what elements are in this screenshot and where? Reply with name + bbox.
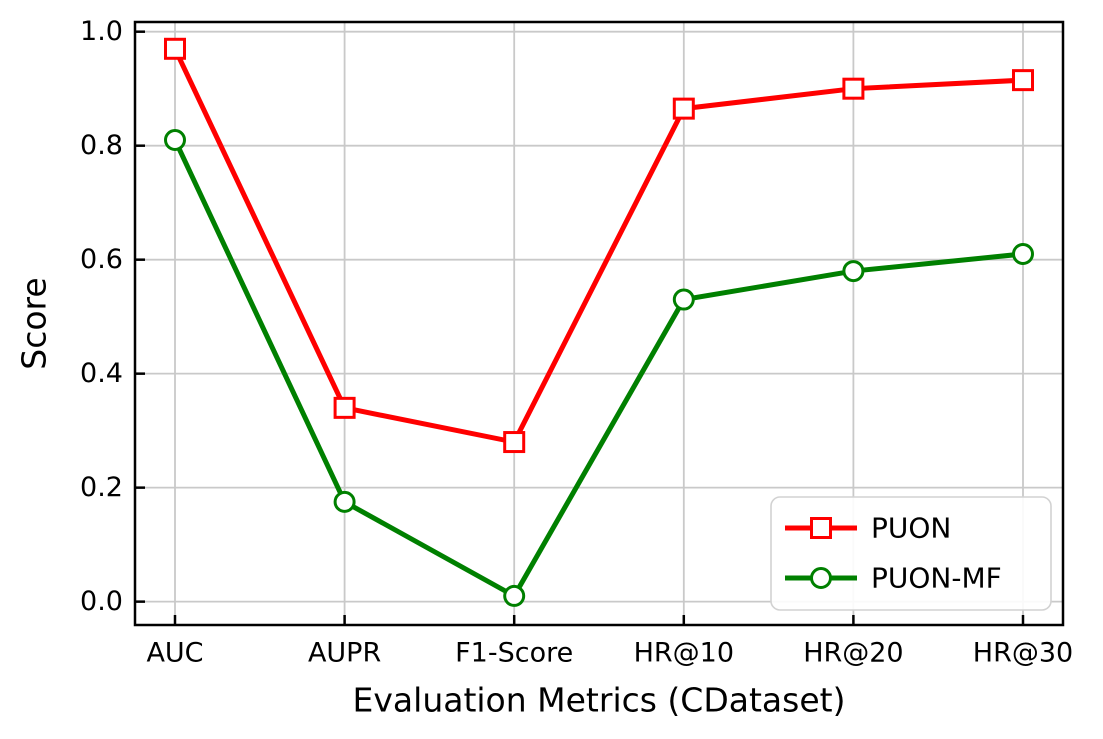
x-tick-label: F1-Score: [455, 638, 573, 669]
series-marker-puon-mf: [333, 490, 356, 513]
series-marker-puon-mf: [503, 584, 526, 607]
x-tick-label: AUC: [146, 638, 203, 669]
y-tick-label: 1.0: [80, 16, 123, 47]
series-marker-puon: [333, 396, 356, 419]
y-tick-label: 0.0: [80, 586, 123, 617]
series-marker-puon-mf: [164, 128, 186, 151]
legend-label: PUON: [871, 512, 951, 545]
legend-marker-circle: [810, 567, 832, 589]
series-marker-puon: [842, 77, 865, 100]
x-axis-label: Evaluation Metrics (CDataset): [353, 681, 846, 720]
x-tick-label: HR@30: [973, 638, 1073, 669]
x-tick-label: AUPR: [308, 638, 381, 669]
legend-marker-square: [810, 517, 832, 539]
y-tick-label: 0.2: [80, 472, 123, 503]
series-marker-puon: [672, 97, 695, 120]
series-marker-puon-mf: [1012, 242, 1034, 265]
y-tick-label: 0.6: [80, 244, 123, 275]
legend-box: [770, 496, 1052, 611]
series-line-puon-mf: [172, 138, 1024, 600]
series-marker-puon-mf: [672, 288, 695, 311]
series-line-puon: [172, 47, 1024, 445]
legend-entry-puon: PUON: [785, 512, 951, 545]
x-tick-label: HR@20: [803, 638, 903, 669]
series-marker-puon: [503, 431, 526, 454]
legend-entry-puon-mf: PUON-MF: [785, 562, 1002, 595]
legend: PUON PUON-MF: [770, 496, 1052, 611]
series-marker-puon: [164, 37, 186, 60]
y-axis-label: Score: [15, 277, 54, 369]
x-tick-label: HR@10: [634, 638, 734, 669]
legend-label: PUON-MF: [871, 562, 1002, 595]
y-tick-label: 0.4: [80, 358, 123, 389]
axes-frame: [133, 20, 1065, 627]
series-marker-puon: [1012, 69, 1034, 92]
y-tick-label: 0.8: [80, 130, 123, 161]
series-marker-puon-mf: [842, 260, 865, 283]
